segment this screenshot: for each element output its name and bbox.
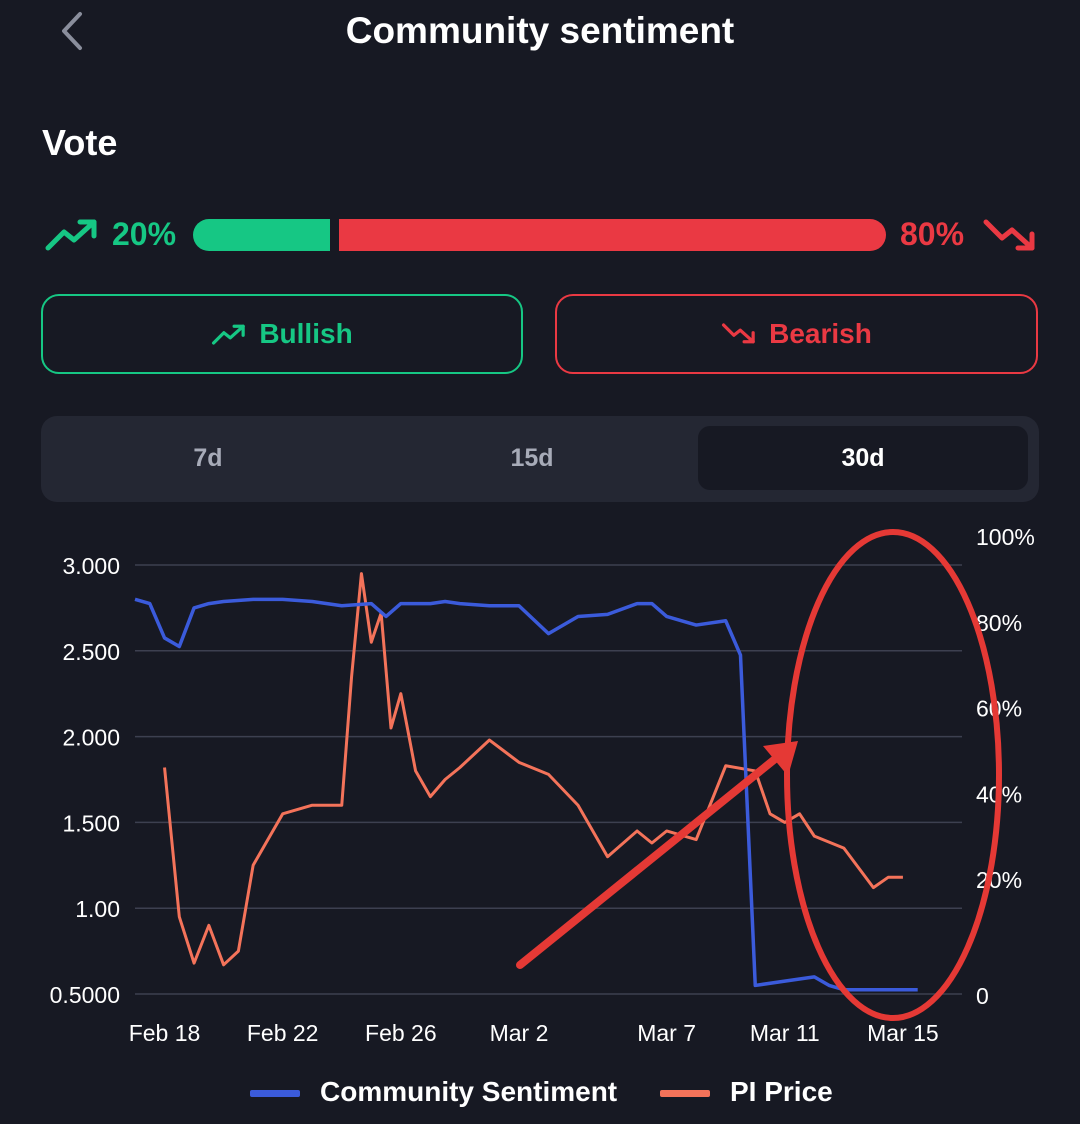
bearish-bar <box>339 219 886 251</box>
header: Community sentiment <box>0 0 1080 70</box>
left-axis: 3.000 2.500 2.000 1.500 1.00 0.5000 <box>50 553 120 1008</box>
back-button[interactable] <box>52 8 92 54</box>
legend-price-label: PI Price <box>730 1076 833 1107</box>
y-left-tick-label: 1.500 <box>62 810 120 836</box>
y-right-tick-label: 100% <box>976 524 1035 550</box>
chevron-left-icon <box>62 12 82 50</box>
page-title: Community sentiment <box>345 10 735 51</box>
y-left-tick-label: 2.000 <box>62 725 120 751</box>
y-left-tick-label: 3.000 <box>62 553 120 579</box>
trending-up-icon <box>212 324 246 345</box>
chart-legend: Community Sentiment PI Price <box>0 1072 1080 1116</box>
y-left-tick-label: 1.00 <box>75 896 120 922</box>
bearish-button[interactable]: Bearish <box>555 294 1038 374</box>
y-right-tick-label: 80% <box>976 610 1022 636</box>
y-left-tick-label: 2.500 <box>62 639 120 665</box>
tab-30d[interactable]: 30d <box>698 426 1028 490</box>
series-line-community-sentiment <box>134 597 918 992</box>
sentiment-price-chart: 3.000 2.500 2.000 1.500 1.00 0.5000 100% 80% 60… <box>50 524 1035 1046</box>
x-tick-label: Mar 11 <box>750 1020 820 1046</box>
legend-sentiment-label: Community Sentiment <box>320 1076 618 1107</box>
annotation-arrow-shaft <box>516 751 784 969</box>
x-tick-label: Feb 18 <box>129 1020 201 1046</box>
annotation-arrow-head <box>763 741 798 776</box>
bullish-percent: 20% <box>112 216 177 252</box>
x-tick-label: Mar 7 <box>637 1020 696 1046</box>
x-tick-label: Feb 22 <box>247 1020 319 1046</box>
y-left-tick-label: 0.5000 <box>50 982 120 1008</box>
legend-price-swatch <box>660 1090 710 1097</box>
y-right-tick-label: 20% <box>976 867 1022 893</box>
x-tick-label: Mar 15 <box>867 1020 939 1046</box>
y-right-tick-label: 60% <box>976 696 1022 722</box>
annotation-ellipse <box>784 529 1002 1021</box>
bullish-bar <box>193 219 330 251</box>
x-axis: Feb 18 Feb 22 Feb 26 Mar 2 Mar 7 Mar 11 Mar 15 <box>129 1020 939 1046</box>
time-range-tabs: 7d 15d 30d <box>41 416 1039 502</box>
bullish-button-label: Bullish <box>259 318 353 349</box>
tab-7d[interactable]: 7d <box>193 443 223 472</box>
right-axis: 100%80%60%40%20%0 <box>976 524 1035 1009</box>
trending-down-icon <box>983 219 1035 251</box>
chart-annotations <box>516 529 1002 1021</box>
bullish-button[interactable]: Bullish <box>41 294 523 374</box>
trending-down-icon <box>722 323 755 344</box>
vote-ratio: 20% 80% <box>0 210 1080 260</box>
y-right-tick-label: 0 <box>976 983 989 1009</box>
x-tick-label: Feb 26 <box>365 1020 437 1046</box>
tab-15d[interactable]: 15d <box>510 443 554 472</box>
chart-grid <box>135 564 962 995</box>
vote-title: Vote <box>42 122 118 163</box>
trending-up-icon <box>45 219 97 251</box>
series-line-pi-price <box>163 572 903 967</box>
bearish-percent: 80% <box>900 216 965 252</box>
legend-sentiment-swatch <box>250 1090 300 1097</box>
chart-series <box>134 572 918 992</box>
x-tick-label: Mar 2 <box>490 1020 549 1046</box>
bearish-button-label: Bearish <box>769 318 872 349</box>
